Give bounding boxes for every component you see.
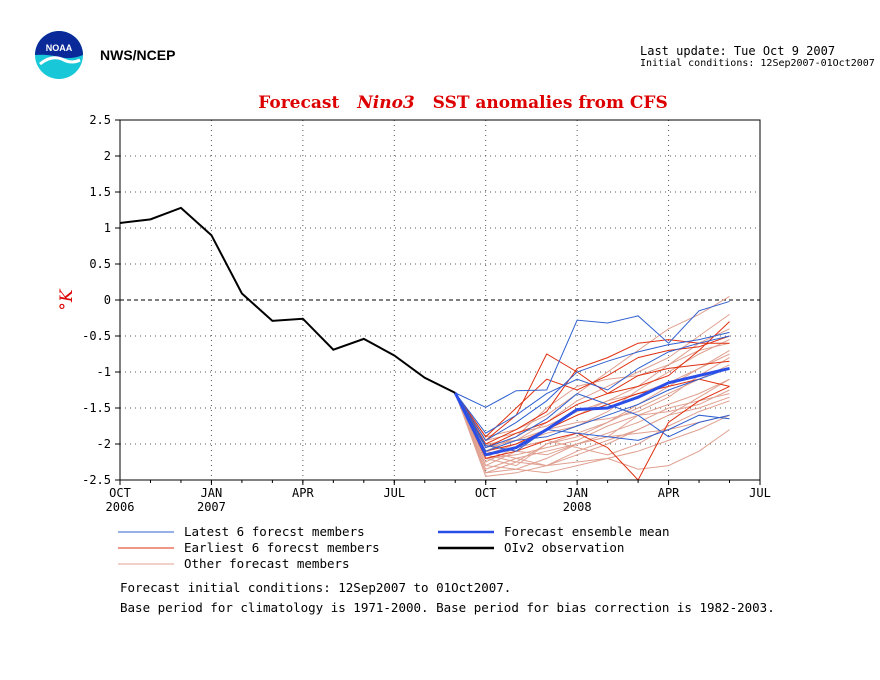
x-tick-year: 2006 — [106, 500, 135, 514]
y-tick-label: 0 — [104, 293, 111, 307]
y-tick-label: 2 — [104, 149, 111, 163]
legend-label-earliest: Earliest 6 forecst members — [184, 540, 380, 555]
noaa-logo: NOAA — [35, 31, 83, 79]
x-tick-label: JAN — [566, 486, 588, 500]
y-tick-label: -1 — [97, 365, 111, 379]
x-tick-label: APR — [658, 486, 680, 500]
chart-title: Forecast Nino3 SST anomalies from CFS — [258, 93, 668, 113]
legend-label-other: Other forecast members — [184, 556, 350, 571]
note-initial-conditions: Forecast initial conditions: 12Sep2007 t… — [120, 580, 512, 595]
x-tick-label: OCT — [109, 486, 131, 500]
chart-title-part-1: Forecast — [258, 93, 339, 113]
other-member-line — [454, 364, 730, 467]
other-member-line — [454, 392, 730, 477]
x-tick-label: JUL — [749, 486, 771, 500]
legend-label-mean: Forecast ensemble mean — [504, 524, 670, 539]
y-tick-label: 2.5 — [89, 113, 111, 127]
x-tick-label: OCT — [475, 486, 497, 500]
x-tick-label: JAN — [201, 486, 223, 500]
earliest-member-line — [454, 339, 730, 445]
earliest-member-line — [454, 335, 730, 438]
latest-member-line — [454, 335, 730, 434]
legend-label-obs: OIv2 observation — [504, 540, 624, 555]
x-tick-year: 2008 — [563, 500, 592, 514]
chart-title-part-3: SST anomalies from CFS — [433, 93, 668, 113]
plot-frame — [119, 119, 761, 481]
x-tick-label: JUL — [383, 486, 405, 500]
latest-member-line — [454, 367, 730, 452]
latest-member-line — [454, 392, 730, 452]
earliest-member-line — [454, 385, 730, 481]
y-tick-label: -2 — [97, 437, 111, 451]
other-member-line — [454, 349, 730, 474]
other-member-line — [454, 392, 730, 474]
x-tick-year: 2007 — [197, 500, 226, 514]
y-tick-label: 0.5 — [89, 257, 111, 271]
x-tick-label: APR — [292, 486, 314, 500]
other-member-line — [454, 389, 730, 459]
y-tick-label: -2.5 — [82, 473, 111, 487]
note-base-period: Base period for climatology is 1971-2000… — [120, 600, 775, 615]
earliest-member-line — [454, 321, 730, 442]
legend-label-latest: Latest 6 forecst members — [184, 524, 365, 539]
latest-member-line — [454, 392, 730, 449]
y-axis-label: °K — [57, 288, 77, 311]
noaa-logo-text: NOAA — [46, 43, 73, 53]
latest-member-line — [454, 331, 730, 442]
initial-conditions: Initial conditions: 12Sep2007-01Oct2007 — [640, 58, 875, 69]
y-tick-label: 1.5 — [89, 185, 111, 199]
agency-label: NWS/NCEP — [100, 47, 176, 63]
chart-title-part-2: Nino3 — [356, 93, 415, 113]
last-update: Last update: Tue Oct 9 2007 — [640, 44, 836, 58]
y-tick-label: -1.5 — [82, 401, 111, 415]
latest-member-line — [455, 300, 730, 408]
y-tick-label: -0.5 — [82, 329, 111, 343]
ensemble-mean-line — [453, 366, 730, 457]
y-tick-label: 1 — [104, 221, 111, 235]
observation-line — [119, 206, 456, 394]
